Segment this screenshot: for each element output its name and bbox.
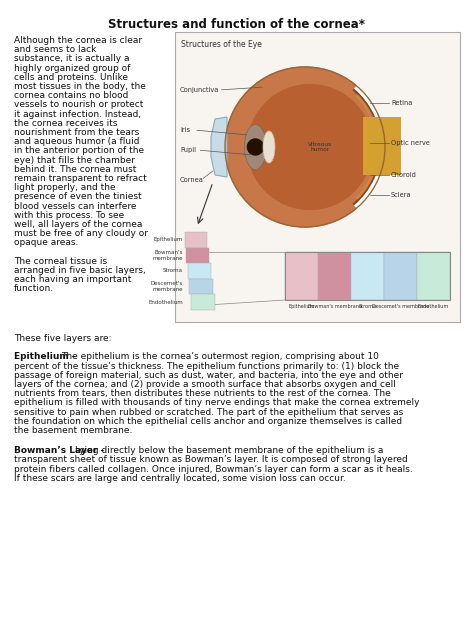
Text: in the anterior portion of the: in the anterior portion of the (14, 147, 144, 155)
Text: Endothelium: Endothelium (148, 300, 183, 305)
Text: Pupil: Pupil (180, 147, 196, 153)
Text: passage of foreign material, such as dust, water, and bacteria, into the eye and: passage of foreign material, such as dus… (14, 371, 403, 380)
Text: highly organized group of: highly organized group of (14, 64, 130, 73)
Ellipse shape (245, 125, 266, 169)
Text: These five layers are:: These five layers are: (14, 334, 111, 343)
Text: light properly, and the: light properly, and the (14, 183, 116, 192)
Text: cells and proteins. Unlike: cells and proteins. Unlike (14, 73, 128, 82)
Text: Descemet's membrane: Descemet's membrane (372, 304, 429, 309)
Text: vessels to nourish or protect: vessels to nourish or protect (14, 100, 143, 109)
Text: sensitive to pain when rubbed or scratched. The part of the epithelium that serv: sensitive to pain when rubbed or scratch… (14, 408, 403, 416)
Polygon shape (185, 232, 207, 248)
Text: Descemet's
membrane: Descemet's membrane (151, 281, 183, 292)
Text: percent of the tissue’s thickness. The epithelium functions primarily to: (1) bl: percent of the tissue’s thickness. The e… (14, 362, 399, 370)
Text: Structures of the Eye: Structures of the Eye (181, 40, 262, 49)
Text: Choroid: Choroid (391, 172, 417, 178)
Text: epithelium is filled with thousands of tiny nerve endings that make the cornea e: epithelium is filled with thousands of t… (14, 398, 419, 408)
Text: and seems to lack: and seems to lack (14, 46, 96, 54)
Text: and aqueous humor (a fluid: and aqueous humor (a fluid (14, 137, 139, 146)
Text: presence of even the tiniest: presence of even the tiniest (14, 192, 142, 202)
Text: with this process. To see: with this process. To see (14, 211, 124, 220)
Text: Sclera: Sclera (391, 192, 411, 198)
Polygon shape (191, 295, 215, 310)
Text: Bowman’s Layer -: Bowman’s Layer - (14, 446, 108, 455)
Text: Vitreous
humor: Vitreous humor (308, 142, 332, 152)
Text: Cornea: Cornea (180, 177, 204, 183)
Bar (175, 32, 460, 322)
Text: Stroma: Stroma (163, 269, 183, 274)
Text: If these scars are large and centrally located, some vision loss can occur.: If these scars are large and centrally l… (14, 474, 346, 483)
Text: nutrients from tears, then distributes these nutrients to the rest of the cornea: nutrients from tears, then distributes t… (14, 389, 391, 398)
Text: well, all layers of the cornea: well, all layers of the cornea (14, 220, 142, 229)
Text: must be free of any cloudy or: must be free of any cloudy or (14, 229, 148, 238)
Text: the cornea receives its: the cornea receives its (14, 119, 118, 128)
Bar (384, 252, 417, 300)
Text: opaque areas.: opaque areas. (14, 238, 78, 247)
Polygon shape (190, 279, 213, 295)
Circle shape (225, 67, 385, 227)
Bar (351, 252, 384, 300)
Text: arranged in five basic layers,: arranged in five basic layers, (14, 266, 146, 275)
Text: the basement membrane.: the basement membrane. (14, 426, 132, 435)
Ellipse shape (263, 131, 275, 163)
Text: remain transparent to refract: remain transparent to refract (14, 174, 147, 183)
Text: Although the cornea is clear: Although the cornea is clear (14, 36, 142, 45)
Text: cornea contains no blood: cornea contains no blood (14, 91, 128, 100)
Text: The epithelium is the cornea’s outermost region, comprising about 10: The epithelium is the cornea’s outermost… (61, 353, 379, 362)
Text: Epithelium -: Epithelium - (14, 353, 79, 362)
Text: it against infection. Instead,: it against infection. Instead, (14, 109, 141, 119)
Text: Bowman's
membrane: Bowman's membrane (153, 250, 183, 261)
Text: nourishment from the tears: nourishment from the tears (14, 128, 139, 137)
Text: Lying directly below the basement membrane of the epithelium is a: Lying directly below the basement membra… (75, 446, 383, 455)
Text: function.: function. (14, 284, 54, 293)
Bar (318, 252, 351, 300)
Text: Optic nerve: Optic nerve (391, 140, 430, 146)
Text: Endothelium: Endothelium (418, 304, 449, 309)
Text: Epithelium: Epithelium (154, 237, 183, 242)
Text: blood vessels can interfere: blood vessels can interfere (14, 202, 137, 210)
Text: Retina: Retina (391, 100, 412, 106)
Polygon shape (211, 117, 227, 177)
Text: Stroma: Stroma (358, 304, 376, 309)
Text: the foundation on which the epithelial cells anchor and organize themselves is c: the foundation on which the epithelial c… (14, 416, 402, 426)
Text: Epithelium: Epithelium (288, 304, 315, 309)
Circle shape (247, 139, 264, 155)
Bar (285, 252, 450, 300)
Text: eye) that fills the chamber: eye) that fills the chamber (14, 155, 135, 164)
Bar (285, 252, 318, 300)
Text: Conjunctiva: Conjunctiva (180, 87, 219, 93)
Text: behind it. The cornea must: behind it. The cornea must (14, 165, 137, 174)
Polygon shape (186, 248, 209, 263)
Circle shape (247, 85, 373, 209)
Text: Structures and function of the cornea*: Structures and function of the cornea* (109, 18, 365, 31)
Bar (417, 252, 450, 300)
Text: protein fibers called collagen. Once injured, Bowman’s layer can form a scar as : protein fibers called collagen. Once inj… (14, 465, 413, 473)
Text: each having an important: each having an important (14, 275, 131, 284)
Text: The corneal tissue is: The corneal tissue is (14, 257, 107, 266)
Text: Iris: Iris (180, 127, 190, 133)
Polygon shape (188, 263, 211, 279)
FancyBboxPatch shape (363, 117, 401, 175)
Text: most tissues in the body, the: most tissues in the body, the (14, 82, 146, 91)
Text: substance, it is actually a: substance, it is actually a (14, 54, 129, 63)
Text: transparent sheet of tissue known as Bowman’s layer. It is composed of strong la: transparent sheet of tissue known as Bow… (14, 456, 408, 465)
Text: layers of the cornea; and (2) provide a smooth surface that absorbs oxygen and c: layers of the cornea; and (2) provide a … (14, 380, 396, 389)
Text: Bowman's membrane: Bowman's membrane (308, 304, 362, 309)
